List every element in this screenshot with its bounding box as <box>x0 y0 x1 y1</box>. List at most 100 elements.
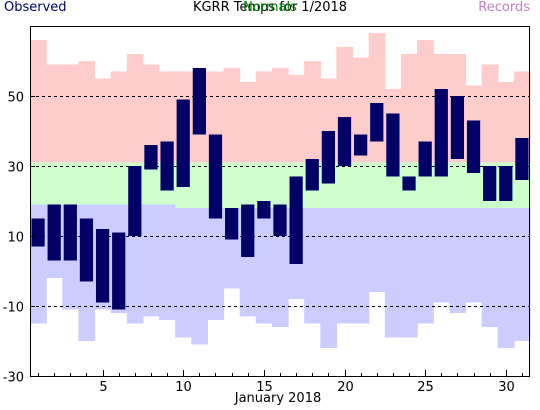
legend-normals: Normals <box>243 0 297 15</box>
observed-bar <box>112 232 126 310</box>
record-high-band <box>239 82 257 163</box>
x-tick-label: 20 <box>337 380 354 395</box>
record-low-band <box>513 208 531 341</box>
record-low-band <box>481 208 499 327</box>
record-low-band <box>417 208 434 324</box>
record-high-band <box>142 64 160 163</box>
plot-frame <box>30 26 530 377</box>
observed-bar <box>483 166 497 201</box>
normal-band <box>110 162 128 205</box>
observed-bars <box>31 68 529 310</box>
observed-bar <box>225 208 239 240</box>
observed-bar <box>321 131 335 184</box>
chart-title: KGRR Temps for 1/2018 <box>192 0 348 15</box>
x-tick-label: 15 <box>256 380 273 395</box>
observed-bar <box>95 229 110 303</box>
observed-bar <box>434 89 448 177</box>
observed-bar <box>241 204 255 257</box>
record-low-band <box>175 208 192 338</box>
normal-band <box>30 162 47 205</box>
observed-bar <box>47 204 61 261</box>
record-low-band <box>207 208 225 320</box>
y-tick-label: 10 <box>7 231 24 246</box>
record-high-band <box>110 71 128 163</box>
record-high-band <box>271 68 289 163</box>
record-high-band <box>288 75 305 163</box>
x-tick-label: 10 <box>175 380 192 395</box>
record-low-band <box>433 208 450 303</box>
legend-observed: Observed <box>4 0 67 15</box>
record-low-band <box>320 208 338 348</box>
x-tick-label: 30 <box>498 380 515 395</box>
observed-bar <box>466 120 481 173</box>
normal-band <box>239 162 257 208</box>
observed-bar <box>370 103 384 142</box>
observed-bar <box>386 113 400 177</box>
record-high-band <box>62 64 79 163</box>
observed-bar <box>79 218 94 282</box>
observed-bar <box>499 166 513 201</box>
observed-bar <box>305 159 319 191</box>
record-low-band <box>368 208 386 292</box>
normal-band <box>62 162 79 205</box>
x-tick-label: 5 <box>99 380 107 395</box>
record-low-band <box>400 208 418 338</box>
observed-bar <box>63 204 77 261</box>
normal-band <box>465 162 483 208</box>
observed-bar <box>31 218 45 247</box>
record-high-band <box>481 64 499 163</box>
record-high-band <box>497 82 515 163</box>
observed-bar <box>273 204 287 236</box>
record-high-band <box>46 64 63 163</box>
observed-bar <box>208 134 223 219</box>
y-tick-label: 50 <box>7 91 24 106</box>
axes: -30 -10 10 30 50 5 10 15 20 25 30 <box>3 26 530 395</box>
observed-bar <box>257 201 271 219</box>
normal-band <box>336 162 354 208</box>
normal-band <box>271 162 289 208</box>
normal-band <box>223 162 241 208</box>
record-high-band <box>368 33 386 163</box>
record-high-band <box>94 78 112 163</box>
observed-bar <box>128 166 142 236</box>
normal-band <box>449 162 467 208</box>
legend-records: Records <box>478 0 530 15</box>
observed-bar <box>418 141 432 177</box>
observed-bar <box>402 176 416 191</box>
x-axis-title: January 2018 <box>234 391 322 406</box>
observed-bar <box>144 145 158 170</box>
record-high-band <box>255 71 273 163</box>
record-low-band <box>384 208 402 338</box>
record-high-band <box>30 40 47 163</box>
normal-band <box>191 162 209 208</box>
record-low-band <box>497 208 515 348</box>
observed-bar <box>354 134 368 156</box>
record-low-band <box>159 204 176 320</box>
normal-band <box>352 162 370 208</box>
record-high-band <box>126 54 144 163</box>
normal-band <box>368 162 386 208</box>
observed-bar <box>176 99 190 187</box>
record-high-band <box>78 61 96 163</box>
observed-bar <box>160 141 174 191</box>
x-tick-label: 25 <box>417 380 434 395</box>
record-low-band <box>142 204 160 317</box>
observed-bar <box>515 138 529 180</box>
record-low-band <box>465 208 483 303</box>
y-tick-label: -10 <box>3 301 24 316</box>
normal-band <box>142 162 160 205</box>
record-low-band <box>271 208 289 327</box>
record-high-band <box>417 40 434 163</box>
record-low-band <box>191 208 209 345</box>
record-high-band <box>400 54 418 163</box>
y-tick-label: 30 <box>7 161 24 176</box>
observed-bar <box>192 68 206 135</box>
normal-band <box>46 162 63 205</box>
record-low-band <box>449 208 467 313</box>
normal-band <box>94 162 112 205</box>
observed-bar <box>337 117 352 166</box>
observed-bar <box>289 176 303 264</box>
normal-band <box>78 162 96 205</box>
